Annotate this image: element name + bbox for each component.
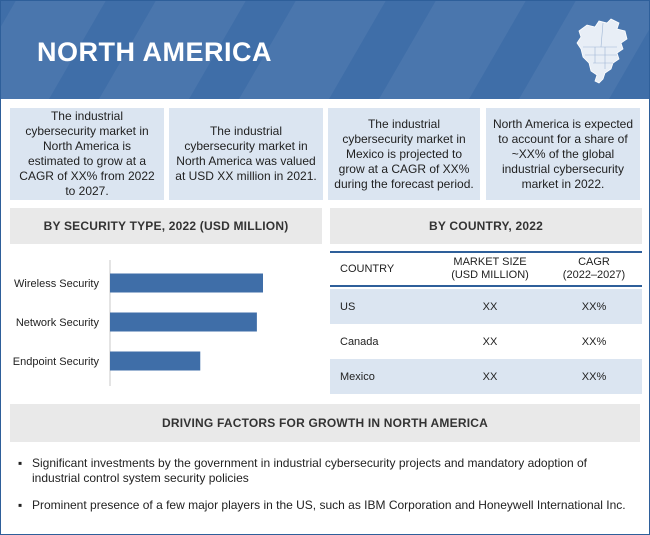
header-market-size: MARKET SIZE (USD MILLION) bbox=[440, 253, 540, 285]
summary-box-value: The industrial cybersecurity market in N… bbox=[169, 108, 323, 200]
driver-text: Significant investments by the governmen… bbox=[32, 456, 587, 485]
summary-box-cagr: The industrial cybersecurity market in N… bbox=[10, 108, 164, 200]
country-cell: US bbox=[340, 300, 356, 313]
market-size-cell: XX bbox=[482, 370, 498, 383]
bar-wireless-security bbox=[110, 273, 263, 293]
header-cagr-text: CAGR (2022–2027) bbox=[562, 256, 626, 281]
security-type-chart: Wireless Security Network Security Endpoin… bbox=[10, 258, 322, 398]
cagr-cell: XX% bbox=[581, 300, 607, 313]
bar-category-label: Network Security bbox=[16, 317, 100, 329]
page-title: NORTH AMERICA bbox=[37, 37, 272, 67]
country-table: COUNTRY MARKET SIZE (USD MILLION) CAGR (… bbox=[330, 251, 642, 394]
list-item: ▪ Prominent presence of a few major play… bbox=[14, 498, 634, 513]
header-country: COUNTRY bbox=[340, 262, 395, 275]
header-cagr: CAGR (2022–2027) bbox=[544, 253, 644, 285]
table-row: US XX XX% bbox=[330, 289, 642, 324]
list-item: ▪ Significant investments by the governm… bbox=[14, 456, 634, 486]
bar-category-label: Endpoint Security bbox=[13, 356, 100, 368]
summary-box-share: North America is expected to account for… bbox=[486, 108, 640, 200]
north-america-map-icon bbox=[576, 18, 628, 84]
summary-boxes: The industrial cybersecurity market in N… bbox=[10, 108, 640, 200]
bar-category-label: Wireless Security bbox=[14, 278, 99, 290]
country-cell: Mexico bbox=[340, 370, 375, 383]
cagr-cell: XX% bbox=[581, 370, 607, 383]
header-market-size-text: MARKET SIZE (USD MILLION) bbox=[451, 256, 529, 281]
bar-endpoint-security bbox=[110, 351, 201, 371]
driving-factors-list: ▪ Significant investments by the governm… bbox=[14, 456, 634, 525]
bullet-icon: ▪ bbox=[18, 456, 23, 470]
bar-network-security bbox=[110, 312, 257, 332]
market-size-cell: XX bbox=[482, 300, 498, 313]
country-heading: BY COUNTRY, 2022 bbox=[330, 208, 642, 244]
country-cell: Canada bbox=[340, 335, 379, 348]
security-type-heading: BY SECURITY TYPE, 2022 (USD MILLION) bbox=[10, 208, 322, 244]
header-banner: NORTH AMERICA bbox=[1, 1, 649, 99]
table-header-row: COUNTRY MARKET SIZE (USD MILLION) CAGR (… bbox=[330, 251, 642, 287]
summary-box-mexico: The industrial cybersecurity market in M… bbox=[328, 108, 480, 200]
driving-factors-heading: DRIVING FACTORS FOR GROWTH IN NORTH AMER… bbox=[10, 404, 640, 442]
bullet-icon: ▪ bbox=[18, 498, 23, 512]
driver-text: Prominent presence of a few major player… bbox=[32, 498, 626, 512]
market-size-cell: XX bbox=[482, 335, 498, 348]
cagr-cell: XX% bbox=[581, 335, 607, 348]
table-row: Canada XX XX% bbox=[330, 324, 642, 359]
bar-chart-svg: Wireless Security Network Security Endpoin… bbox=[13, 260, 263, 386]
table-row: Mexico XX XX% bbox=[330, 359, 642, 394]
